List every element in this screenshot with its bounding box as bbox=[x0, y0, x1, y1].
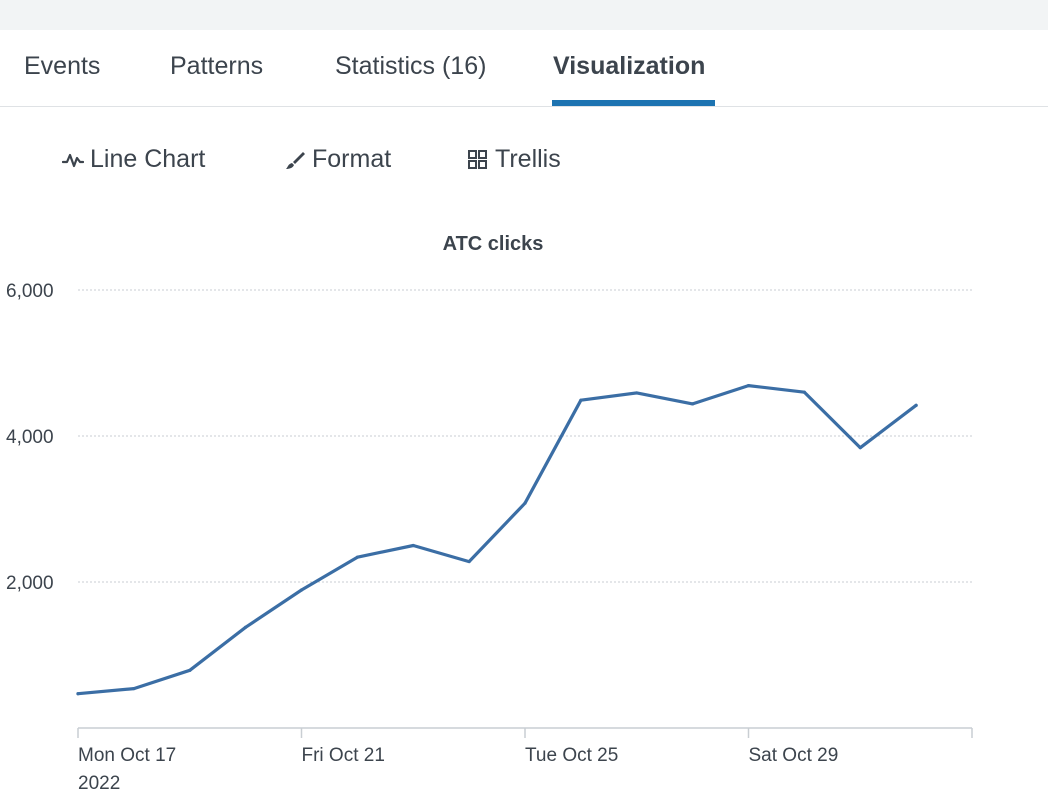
tab-bar: Events Patterns Statistics (16) Visualiz… bbox=[0, 30, 1048, 107]
format-label: Format bbox=[312, 145, 392, 173]
format-button[interactable]: Format bbox=[284, 145, 391, 174]
data-point bbox=[355, 555, 359, 559]
data-point bbox=[188, 668, 192, 672]
data-point bbox=[299, 588, 304, 592]
series-line-atc-clicks bbox=[76, 384, 918, 696]
trellis-button[interactable]: Trellis bbox=[467, 145, 561, 174]
x-tick-label: Tue Oct 25 bbox=[525, 745, 618, 766]
tab-visualization[interactable]: Visualization bbox=[553, 52, 706, 80]
data-point bbox=[746, 384, 751, 388]
y-tick-label: 4,000 bbox=[6, 427, 54, 448]
data-point bbox=[76, 692, 80, 696]
data-point bbox=[635, 391, 639, 395]
x-tick-label: 2022 bbox=[78, 773, 120, 794]
data-point bbox=[579, 398, 583, 402]
top-strip bbox=[0, 0, 1048, 30]
data-point bbox=[523, 501, 527, 505]
trellis-label: Trellis bbox=[495, 145, 561, 173]
y-tick-label: 6,000 bbox=[6, 281, 54, 302]
data-point bbox=[802, 390, 806, 394]
data-point bbox=[858, 446, 862, 450]
tab-events[interactable]: Events bbox=[24, 52, 101, 80]
x-tick-label: Mon Oct 17 bbox=[78, 745, 176, 766]
line-chart-button[interactable]: Line Chart bbox=[62, 145, 205, 174]
active-tab-indicator bbox=[552, 100, 715, 106]
line-chart-label: Line Chart bbox=[90, 145, 206, 173]
chart-title: ATC clicks bbox=[443, 233, 544, 255]
data-point bbox=[132, 686, 136, 691]
brush-icon bbox=[286, 151, 305, 169]
x-tick-label: Sat Oct 29 bbox=[749, 745, 839, 766]
tab-statistics[interactable]: Statistics (16) bbox=[335, 52, 487, 80]
line-chart-icon bbox=[62, 153, 84, 167]
x-tick-label: Fri Oct 21 bbox=[302, 745, 385, 766]
data-point bbox=[914, 403, 918, 407]
data-point bbox=[411, 543, 415, 548]
data-point bbox=[691, 402, 695, 406]
data-point bbox=[467, 559, 471, 564]
grid-icon bbox=[468, 149, 487, 169]
data-point bbox=[244, 625, 248, 629]
tab-patterns[interactable]: Patterns bbox=[170, 52, 264, 80]
y-tick-label: 2,000 bbox=[6, 573, 54, 594]
